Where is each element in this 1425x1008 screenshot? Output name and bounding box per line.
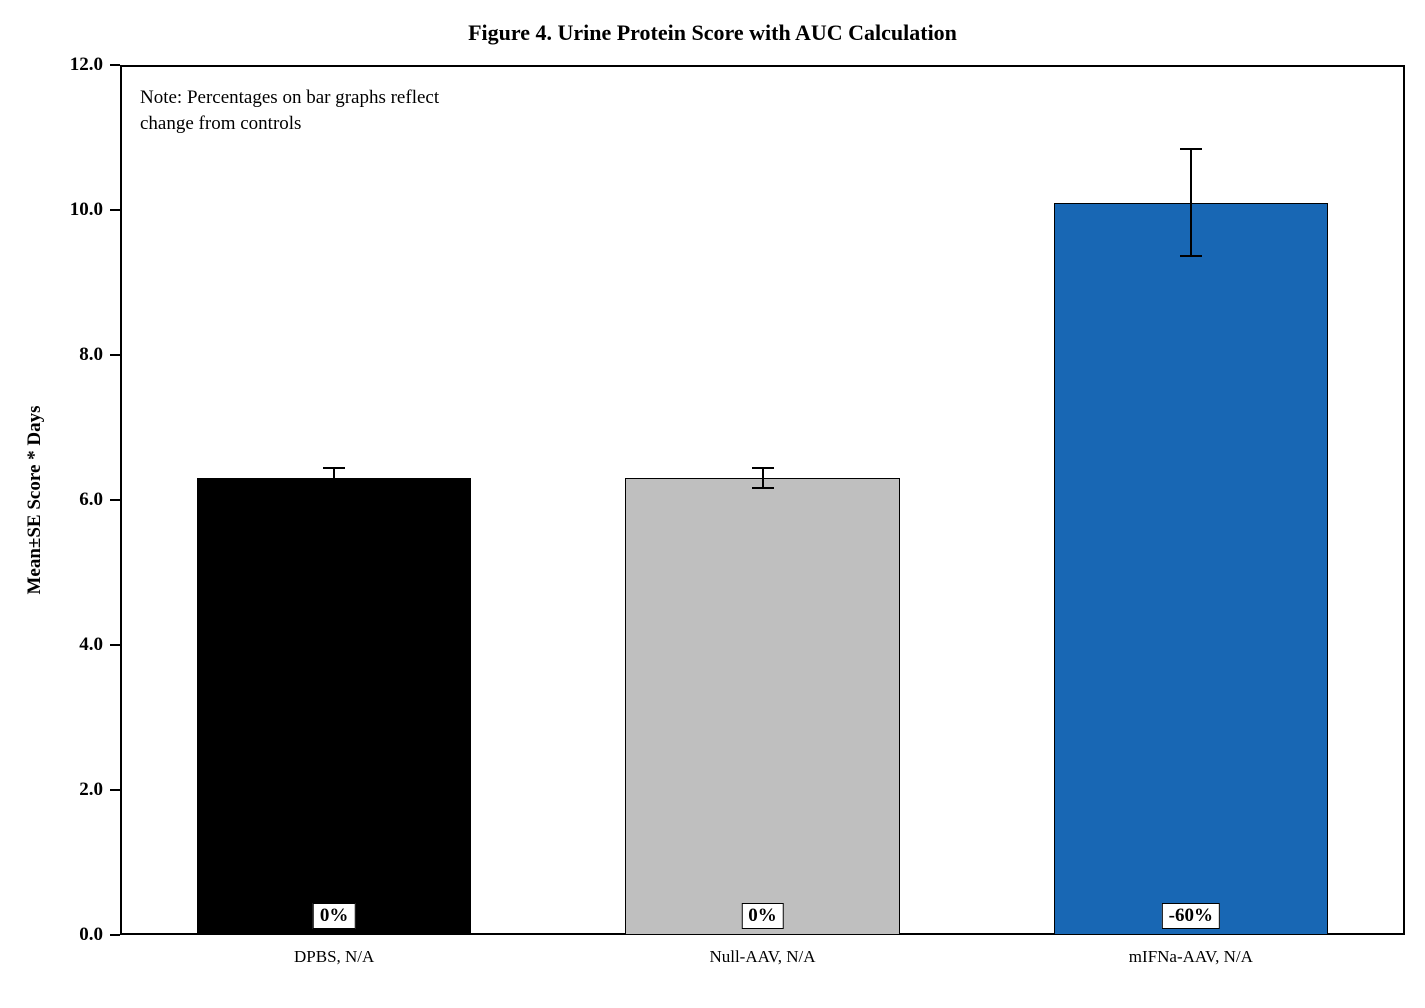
x-tick-label: mIFNa-AAV, N/A bbox=[1129, 947, 1253, 967]
error-bar bbox=[750, 467, 776, 489]
error-bar bbox=[1178, 148, 1204, 257]
y-tick-label: 2.0 bbox=[55, 779, 103, 801]
y-tick-mark bbox=[110, 354, 120, 356]
bar-percent-label: -60% bbox=[1162, 903, 1220, 929]
y-tick-label: 10.0 bbox=[55, 199, 103, 221]
y-tick-label: 4.0 bbox=[55, 634, 103, 656]
bar bbox=[197, 478, 471, 935]
y-tick-mark bbox=[110, 644, 120, 646]
y-tick-mark bbox=[110, 209, 120, 211]
bar bbox=[625, 478, 899, 935]
y-tick-mark bbox=[110, 499, 120, 501]
y-tick-label: 0.0 bbox=[55, 924, 103, 946]
bar-percent-label: 0% bbox=[741, 903, 784, 929]
chart-title: Figure 4. Urine Protein Score with AUC C… bbox=[0, 20, 1425, 46]
y-tick-label: 12.0 bbox=[55, 54, 103, 76]
y-tick-label: 8.0 bbox=[55, 344, 103, 366]
figure-container: Figure 4. Urine Protein Score with AUC C… bbox=[0, 0, 1425, 1008]
x-tick-label: DPBS, N/A bbox=[294, 947, 374, 967]
y-tick-mark bbox=[110, 789, 120, 791]
y-tick-mark bbox=[110, 64, 120, 66]
y-tick-mark bbox=[110, 934, 120, 936]
chart-note: Note: Percentages on bar graphs reflect … bbox=[140, 85, 439, 136]
error-bar bbox=[321, 467, 347, 478]
y-axis-label: Mean±SE Score * Days bbox=[24, 406, 46, 595]
x-tick-label: Null-AAV, N/A bbox=[709, 947, 815, 967]
bar-percent-label: 0% bbox=[313, 903, 356, 929]
bar bbox=[1054, 203, 1328, 935]
y-tick-label: 6.0 bbox=[55, 489, 103, 511]
